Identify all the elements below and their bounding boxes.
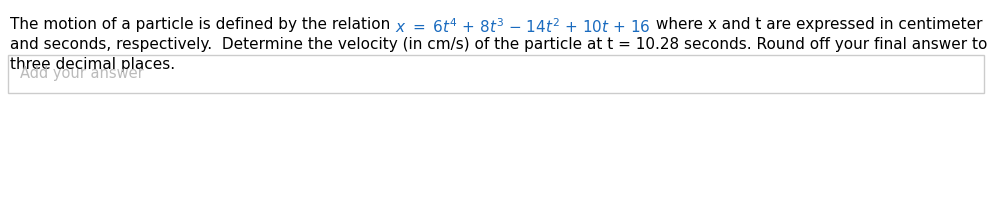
Text: three decimal places.: three decimal places. — [10, 57, 176, 72]
Text: The motion of a particle is defined by the relation: The motion of a particle is defined by t… — [10, 17, 395, 32]
Text: where x and t are expressed in centimeter: where x and t are expressed in centimete… — [651, 17, 982, 32]
FancyBboxPatch shape — [8, 55, 984, 93]
Text: $x$ $=$ $6t^{4}$ $+$ $8t^{3}$ $-$ $14t^{2}$ $+$ $10t$ $+$ $16$: $x$ $=$ $6t^{4}$ $+$ $8t^{3}$ $-$ $14t^{… — [395, 17, 651, 36]
Text: Add your answer: Add your answer — [20, 66, 144, 81]
Text: and seconds, respectively.  Determine the velocity (in cm/s) of the particle at : and seconds, respectively. Determine the… — [10, 37, 987, 52]
